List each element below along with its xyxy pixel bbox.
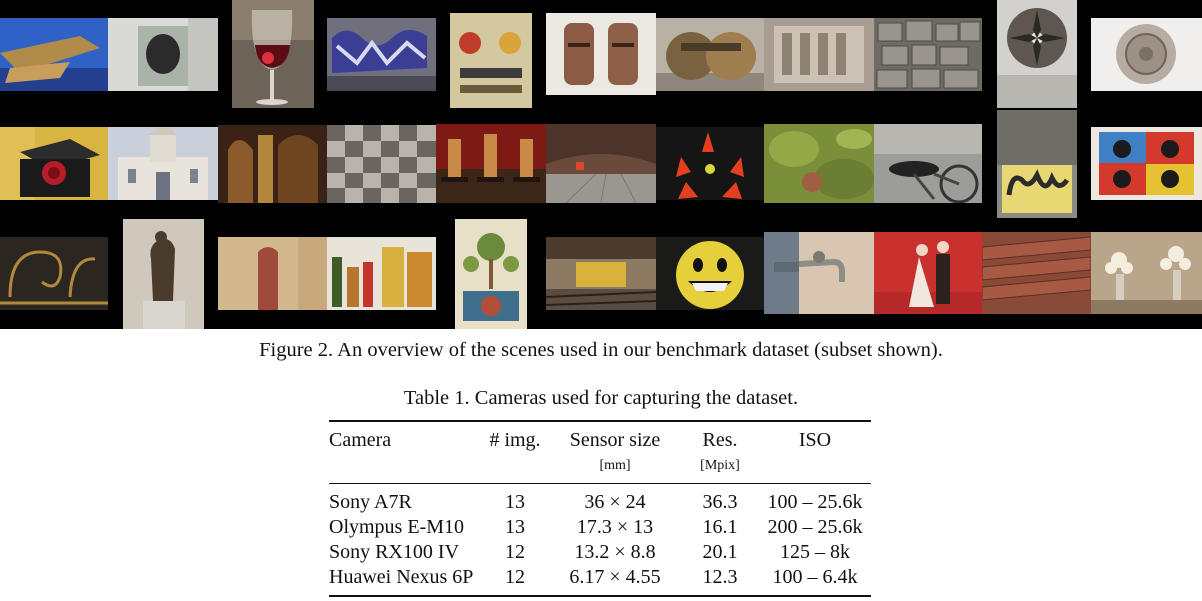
wine-glass-icon [232, 0, 314, 108]
figure-caption: Figure 2. An overview of the scenes used… [259, 339, 943, 361]
baroque-altar-icon [218, 125, 327, 203]
row-sensor-size: 17.3 × 13 [576, 516, 654, 538]
brick-doorway-icon [218, 237, 327, 310]
unit-sensor-size: [mm] [599, 458, 631, 473]
row-camera: Huawei Nexus 6P [329, 566, 474, 588]
row-resolution: 12.3 [702, 566, 738, 588]
iron-grille-icon [0, 237, 108, 310]
row-camera: Sony A7R [329, 491, 412, 513]
row-img-count: 12 [505, 566, 525, 588]
ornate-disc-icon [1091, 18, 1202, 91]
row-iso: 100 – 6.4k [772, 566, 858, 588]
church-facade-icon [108, 127, 218, 200]
row-iso: 125 – 8k [780, 541, 850, 563]
candles-icon [436, 124, 546, 203]
fountain-icon [997, 0, 1077, 108]
smiley-pillow-icon [656, 237, 764, 310]
rose-in-box-icon [0, 127, 108, 200]
statue-icon [123, 219, 204, 329]
row-camera: Sony RX100 IV [329, 541, 460, 563]
water-tap-icon [764, 232, 874, 314]
row-resolution: 20.1 [702, 541, 738, 563]
wedding-couple-icon [874, 232, 982, 314]
bicycle-icon [874, 124, 982, 203]
header-resolution: Res. [702, 429, 738, 451]
table-top-rule [329, 420, 871, 422]
row-sensor-size: 13.2 × 8.8 [574, 541, 656, 563]
row-iso: 100 – 25.6k [767, 491, 863, 513]
pop-art-portraits-icon [1091, 127, 1202, 200]
brick-room-icon [546, 124, 656, 203]
checkered-wall-icon [327, 125, 436, 203]
scene-mosaic [0, 0, 1202, 329]
header-camera: Camera [329, 429, 392, 451]
header-sensor-size: Sensor size [569, 429, 661, 451]
row-sensor-size: 36 × 24 [584, 491, 646, 513]
row-resolution: 16.1 [702, 516, 738, 538]
bottles-icon [327, 237, 436, 310]
row-img-count: 12 [505, 541, 525, 563]
tram-station-icon [546, 237, 656, 310]
row-camera: Olympus E-M10 [329, 516, 464, 538]
bronze-relief-plaque-icon [108, 18, 218, 91]
flower-vases-icon [1091, 232, 1202, 314]
mossy-rock-icon [764, 124, 874, 203]
graffiti-wall-icon [327, 18, 436, 91]
header-img-count: # img. [489, 429, 541, 451]
tiled-tree-mural-icon [455, 219, 527, 329]
unit-resolution: [Mpix] [700, 458, 740, 473]
graffiti-2015-icon [997, 110, 1077, 218]
row-img-count: 13 [505, 491, 525, 513]
table-bottom-rule [329, 595, 871, 597]
stone-blocks-icon [874, 18, 982, 91]
brass-sculpture-icon [656, 18, 764, 91]
row-img-count: 13 [505, 516, 525, 538]
header-iso: ISO [798, 429, 832, 451]
stone-relief-icon [764, 18, 874, 91]
row-resolution: 36.3 [702, 491, 738, 513]
row-sensor-size: 6.17 × 4.55 [569, 566, 661, 588]
painted-panel-icon [450, 13, 532, 108]
blue-fabric-wood-icon [0, 18, 108, 91]
traffic-cones-icon [656, 127, 764, 200]
mailboxes-icon [546, 13, 656, 95]
row-iso: 200 – 25.6k [767, 516, 863, 538]
table-caption: Table 1. Cameras used for capturing the … [403, 387, 799, 409]
roof-tiles-icon [982, 232, 1091, 314]
table-mid-rule [329, 483, 871, 484]
